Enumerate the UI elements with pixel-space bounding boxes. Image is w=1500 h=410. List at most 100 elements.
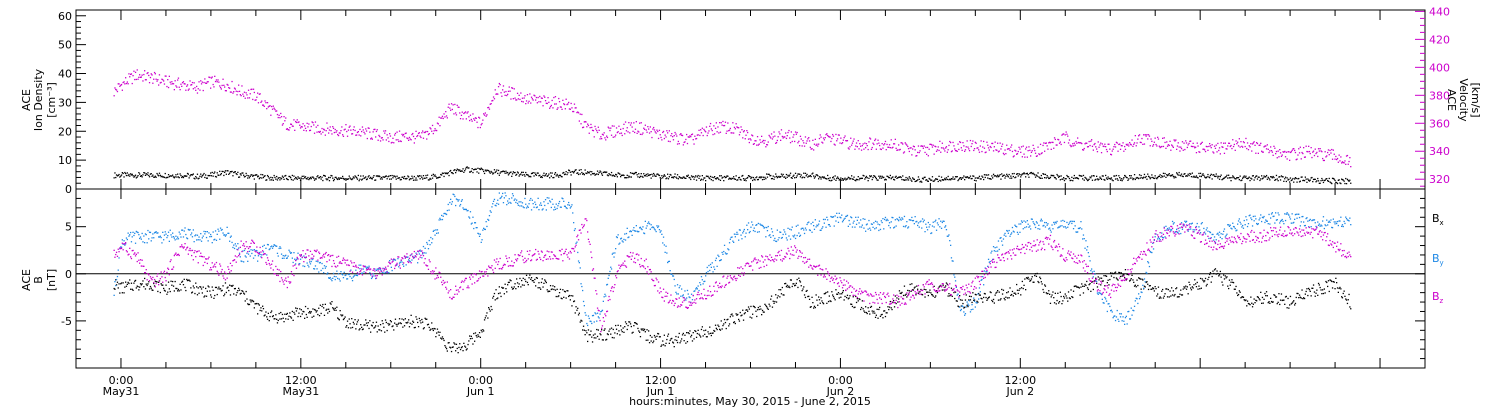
- data-point: [117, 287, 119, 289]
- data-point: [481, 331, 483, 333]
- data-point: [745, 180, 747, 182]
- data-point: [420, 136, 422, 139]
- data-point: [1246, 142, 1249, 144]
- data-point: [647, 339, 649, 341]
- data-point: [167, 235, 169, 237]
- data-point: [555, 103, 557, 105]
- data-point: [689, 177, 691, 179]
- data-point: [381, 137, 383, 139]
- data-point: [703, 329, 705, 332]
- data-point: [966, 304, 968, 306]
- data-point: [803, 176, 806, 179]
- data-point: [803, 294, 806, 296]
- data-point: [781, 286, 783, 289]
- data-point: [1177, 142, 1179, 144]
- data-point: [1345, 299, 1348, 301]
- data-point: [1218, 147, 1221, 149]
- data-point: [955, 176, 957, 178]
- data-point: [262, 176, 265, 179]
- data-point: [131, 82, 133, 85]
- data-point: [1291, 179, 1293, 181]
- data-point: [947, 295, 949, 297]
- data-point: [348, 126, 350, 128]
- data-point: [226, 226, 228, 228]
- data-point: [208, 286, 210, 288]
- data-point: [1183, 142, 1185, 144]
- data-point: [370, 177, 373, 180]
- data-point: [1275, 153, 1277, 155]
- data-point: [744, 312, 746, 314]
- data-point: [1151, 140, 1153, 142]
- data-point: [800, 285, 802, 287]
- data-point: [161, 175, 163, 177]
- data-point: [1180, 147, 1183, 150]
- data-point: [333, 309, 335, 311]
- data-point: [828, 179, 830, 182]
- data-point: [672, 176, 674, 178]
- data-point: [911, 283, 913, 285]
- data-point: [860, 177, 863, 179]
- data-point: [774, 300, 776, 303]
- data-point: [889, 174, 891, 177]
- data-point: [865, 143, 868, 145]
- data-point: [185, 289, 187, 292]
- data-point: [337, 133, 339, 136]
- data-point: [709, 175, 712, 178]
- data-point: [237, 90, 239, 93]
- data-point: [375, 175, 378, 177]
- data-point: [789, 137, 791, 139]
- data-point: [746, 177, 748, 179]
- data-point: [233, 293, 235, 295]
- data-point: [973, 148, 976, 150]
- data-point: [1216, 175, 1218, 177]
- data-point: [921, 293, 923, 296]
- data-point: [317, 124, 319, 127]
- data-point: [1252, 303, 1254, 305]
- data-point: [992, 142, 994, 145]
- data-point: [638, 131, 640, 133]
- data-point: [1291, 149, 1293, 152]
- data-point: [765, 178, 767, 180]
- data-point: [459, 348, 462, 351]
- data-point: [860, 306, 863, 309]
- data-point: [1127, 143, 1129, 145]
- data-point: [273, 244, 275, 246]
- data-point: [670, 338, 672, 340]
- data-point: [1014, 149, 1016, 151]
- data-point: [452, 346, 454, 348]
- data-point: [1251, 302, 1253, 304]
- data-point: [1328, 154, 1330, 156]
- data-point: [125, 285, 128, 287]
- data-point: [1133, 142, 1136, 144]
- data-point: [539, 95, 541, 98]
- data-point: [458, 106, 460, 108]
- data-point: [511, 173, 514, 175]
- data-point: [394, 322, 396, 324]
- data-point: [799, 173, 801, 175]
- data-point: [1011, 150, 1014, 153]
- data-point: [669, 140, 671, 143]
- data-point: [1269, 150, 1271, 152]
- data-point: [618, 172, 620, 175]
- data-point: [317, 175, 319, 177]
- data-point: [385, 321, 387, 324]
- data-point: [679, 342, 681, 344]
- data-point: [185, 233, 187, 236]
- data-point: [242, 290, 244, 293]
- data-point: [1052, 141, 1054, 144]
- data-point: [752, 135, 754, 137]
- data-point: [1168, 144, 1170, 147]
- data-point: [1245, 299, 1247, 301]
- data-point: [1215, 173, 1217, 175]
- data-point: [219, 227, 222, 229]
- data-point: [1066, 174, 1068, 177]
- data-point: [176, 86, 178, 88]
- data-point: [888, 176, 890, 179]
- data-point: [152, 174, 154, 176]
- data-point: [178, 86, 180, 88]
- data-point: [1301, 176, 1303, 178]
- data-point: [391, 141, 393, 144]
- data-point: [1085, 284, 1087, 287]
- data-point: [1298, 148, 1300, 150]
- data-point: [1091, 175, 1093, 177]
